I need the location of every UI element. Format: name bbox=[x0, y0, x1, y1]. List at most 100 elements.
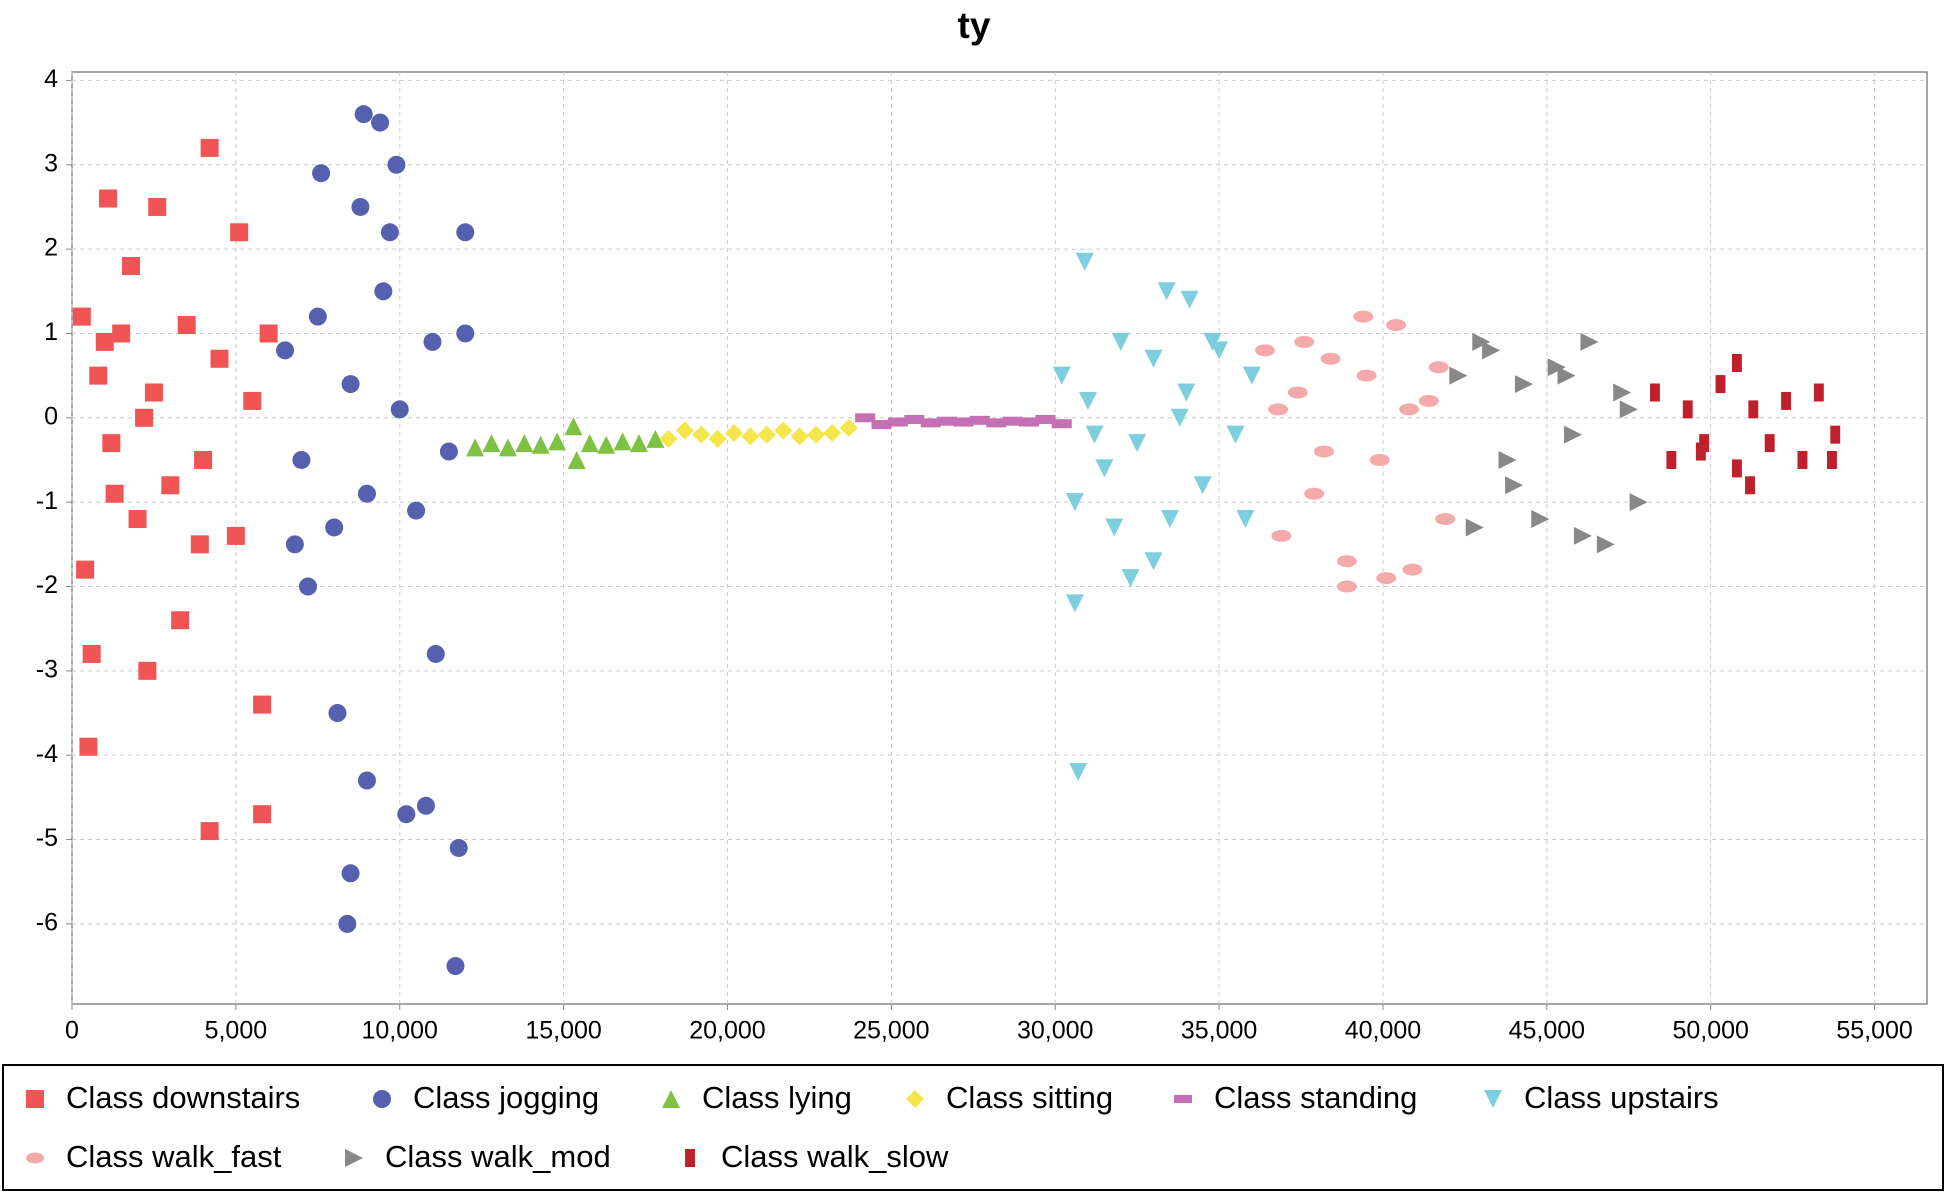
x-tick-label: 50,000 bbox=[1672, 1017, 1748, 1045]
point bbox=[446, 957, 465, 976]
point bbox=[823, 423, 842, 442]
point bbox=[1193, 476, 1212, 495]
point bbox=[986, 418, 1007, 428]
point bbox=[148, 197, 167, 216]
point bbox=[1731, 459, 1742, 478]
point bbox=[937, 416, 958, 426]
point bbox=[1797, 450, 1808, 469]
point bbox=[757, 425, 776, 444]
y-tick-label: -2 bbox=[36, 571, 58, 599]
point bbox=[1002, 416, 1023, 426]
x-tick-label: 15,000 bbox=[525, 1017, 601, 1045]
legend-text: Class upstairs bbox=[1524, 1080, 1719, 1115]
point bbox=[741, 427, 760, 446]
point bbox=[1144, 349, 1163, 368]
point bbox=[1320, 352, 1341, 365]
point bbox=[969, 415, 990, 425]
point bbox=[292, 450, 311, 469]
point bbox=[1482, 341, 1501, 360]
x-tick-label: 0 bbox=[65, 1017, 79, 1045]
point bbox=[790, 427, 809, 446]
point bbox=[1085, 425, 1104, 444]
point bbox=[904, 414, 925, 424]
y-tick-label: 2 bbox=[44, 234, 58, 262]
y-tick-label: 3 bbox=[44, 149, 58, 177]
point bbox=[548, 432, 567, 451]
y-tick-label: -3 bbox=[36, 655, 58, 683]
point bbox=[387, 155, 406, 174]
point bbox=[1830, 425, 1841, 444]
legend-text: Class jogging bbox=[413, 1080, 599, 1115]
point bbox=[354, 105, 373, 124]
point bbox=[1271, 529, 1292, 542]
point bbox=[1402, 563, 1423, 576]
point bbox=[1369, 453, 1390, 466]
point bbox=[1619, 400, 1638, 419]
point bbox=[171, 611, 190, 630]
point bbox=[887, 417, 908, 427]
y-tick-label: 4 bbox=[44, 65, 58, 93]
point bbox=[1827, 450, 1837, 469]
point bbox=[1170, 408, 1189, 427]
point bbox=[1254, 344, 1275, 357]
y-tick-label: -5 bbox=[36, 824, 58, 852]
point bbox=[397, 805, 416, 824]
point bbox=[390, 400, 409, 419]
point bbox=[1666, 450, 1677, 469]
point bbox=[1242, 366, 1261, 385]
point bbox=[1051, 419, 1072, 429]
point bbox=[953, 417, 974, 427]
point bbox=[308, 307, 327, 326]
point bbox=[1078, 391, 1097, 410]
point bbox=[498, 438, 517, 457]
point bbox=[1336, 555, 1357, 568]
legend-text: Class standing bbox=[1214, 1080, 1417, 1115]
point bbox=[1745, 476, 1755, 495]
point bbox=[1035, 414, 1056, 424]
point bbox=[456, 324, 475, 343]
legend-marker bbox=[685, 1149, 695, 1167]
point bbox=[276, 341, 295, 360]
point bbox=[1629, 493, 1648, 512]
point bbox=[1386, 319, 1407, 332]
point bbox=[1336, 580, 1357, 593]
point bbox=[1144, 552, 1163, 571]
legend-box bbox=[2, 1064, 1944, 1191]
point bbox=[1075, 252, 1094, 271]
point bbox=[1505, 476, 1524, 495]
point bbox=[1069, 763, 1088, 782]
point bbox=[1304, 487, 1325, 500]
x-tick-label: 20,000 bbox=[689, 1017, 765, 1045]
point bbox=[230, 223, 249, 242]
point bbox=[416, 796, 435, 815]
point bbox=[253, 805, 272, 824]
point bbox=[580, 434, 599, 453]
point bbox=[466, 438, 485, 457]
point bbox=[371, 113, 390, 132]
y-tick-label: 1 bbox=[44, 318, 58, 346]
point bbox=[79, 737, 98, 756]
legend-marker bbox=[1174, 1094, 1192, 1104]
point bbox=[1287, 386, 1308, 399]
point bbox=[325, 518, 344, 537]
point bbox=[774, 421, 793, 440]
legend-text: Class downstairs bbox=[66, 1080, 300, 1115]
point bbox=[1353, 310, 1374, 323]
x-tick-label: 45,000 bbox=[1509, 1017, 1585, 1045]
legend-marker bbox=[906, 1090, 924, 1108]
point bbox=[806, 425, 825, 444]
point bbox=[613, 432, 632, 451]
point bbox=[920, 418, 941, 428]
y-tick-label: -1 bbox=[36, 487, 58, 515]
point bbox=[1111, 332, 1130, 351]
chart-title: ty bbox=[958, 5, 991, 46]
point bbox=[675, 421, 694, 440]
legend-text: Class lying bbox=[702, 1080, 852, 1115]
point bbox=[597, 435, 616, 454]
point bbox=[1177, 383, 1196, 402]
point bbox=[341, 864, 360, 883]
point bbox=[1695, 442, 1706, 461]
point bbox=[1547, 358, 1566, 377]
point bbox=[1781, 391, 1792, 410]
